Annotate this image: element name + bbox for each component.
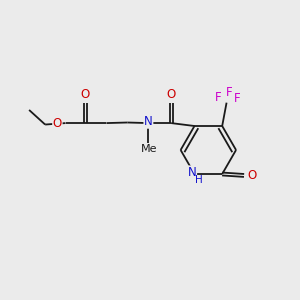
Text: H: H	[195, 176, 203, 185]
Text: O: O	[167, 88, 176, 101]
Text: F: F	[234, 92, 241, 105]
Text: F: F	[215, 91, 222, 104]
Text: O: O	[248, 169, 257, 182]
Text: N: N	[188, 166, 197, 179]
Text: Me: Me	[140, 144, 157, 154]
Text: N: N	[144, 115, 153, 128]
Text: O: O	[53, 117, 62, 130]
Text: F: F	[226, 86, 232, 99]
Text: O: O	[81, 88, 90, 101]
